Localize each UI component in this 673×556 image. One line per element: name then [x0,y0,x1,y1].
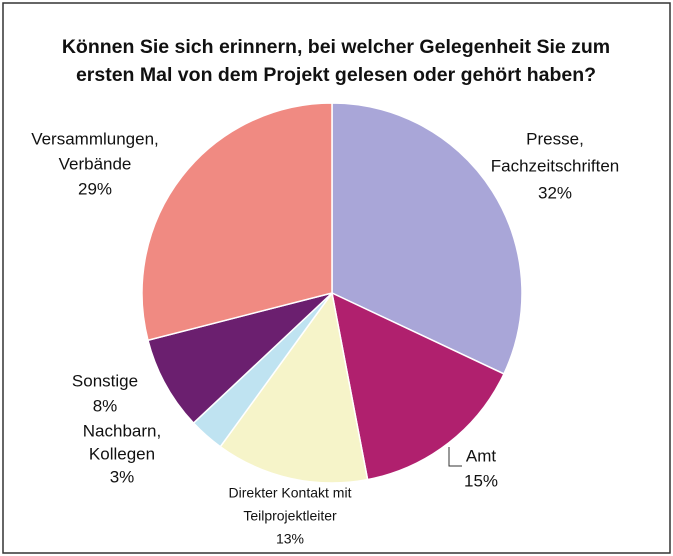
pie-slice [219,291,369,484]
slice-label: Direkter Kontakt mit [229,485,352,501]
value-label: 29% [78,179,112,198]
pie-slice [331,102,523,375]
value-label: 15% [464,471,498,490]
value-label: 8% [93,396,118,415]
value-label: 32% [538,183,572,202]
slice-label: Kollegen [89,444,155,463]
pie-slice [330,291,505,481]
slice-label: Amt [466,446,497,465]
slice-label: Verbände [59,154,132,173]
slice-label: Teilprojektleiter [243,508,337,524]
pie-slice [141,102,333,342]
slice-label: Nachbarn, [83,421,161,440]
slice-label: Sonstige [72,371,138,390]
value-label: 3% [110,467,135,486]
chart-title: ersten Mal von dem Projekt gelesen oder … [76,64,596,86]
leader-line [448,447,462,467]
value-label: 13% [276,531,304,547]
slice-label: Presse, [526,129,584,148]
slice-label: Versammlungen, [31,129,159,148]
chart-title: Können Sie sich erinnern, bei welcher Ge… [62,36,610,58]
pie-slice [147,292,333,425]
slice-label: Fachzeitschriften [491,156,620,175]
